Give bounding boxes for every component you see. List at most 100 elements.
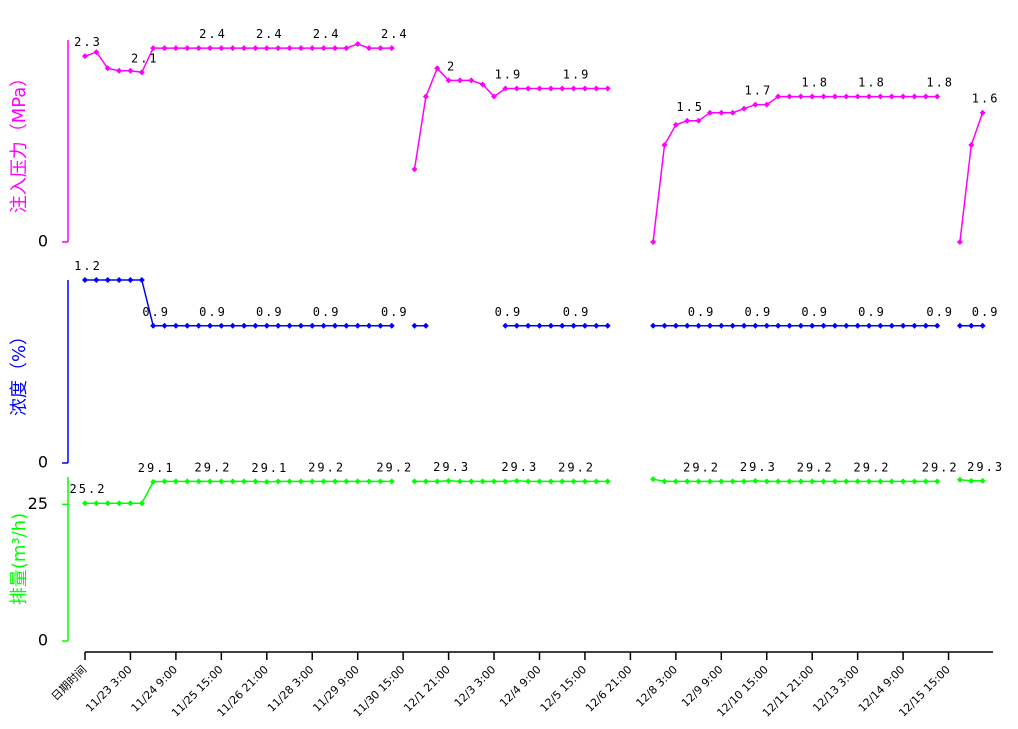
point: [979, 477, 986, 484]
point: [661, 322, 668, 329]
point: [150, 45, 157, 52]
value-label: 0.9: [745, 305, 773, 319]
point: [218, 322, 225, 329]
point: [320, 45, 327, 52]
point: [195, 322, 202, 329]
y-axis-title: 排量(m³/h): [9, 513, 30, 605]
point: [775, 478, 782, 485]
point: [797, 478, 804, 485]
point: [241, 478, 248, 485]
point: [331, 45, 338, 52]
x-tick-label: 12/9 9:00: [679, 663, 726, 710]
value-label: 0.9: [313, 305, 341, 319]
point: [956, 476, 963, 483]
value-label: 0.9: [926, 305, 954, 319]
point: [956, 322, 963, 329]
x-tick-label: 11/28 3:00: [265, 663, 317, 715]
value-label: 0.9: [688, 305, 716, 319]
point: [127, 277, 134, 283]
point: [911, 478, 918, 485]
point: [513, 85, 520, 92]
point: [502, 478, 509, 485]
point: [741, 322, 748, 329]
point: [491, 478, 498, 485]
point: [502, 322, 509, 329]
point: [718, 478, 725, 485]
point: [513, 322, 520, 329]
point: [831, 478, 838, 485]
value-label: 0.9: [199, 305, 227, 319]
point: [786, 478, 793, 485]
point: [706, 322, 713, 329]
point: [559, 322, 566, 329]
point: [820, 322, 827, 329]
point: [445, 77, 452, 84]
point: [93, 500, 100, 507]
point: [286, 45, 293, 52]
point: [229, 45, 236, 52]
point: [922, 322, 929, 329]
point: [434, 65, 441, 72]
point: [138, 500, 145, 507]
value-label: 1.9: [495, 67, 523, 81]
point: [82, 277, 88, 283]
point: [786, 93, 793, 100]
point: [809, 322, 816, 329]
point: [672, 322, 679, 329]
point: [184, 45, 191, 52]
point: [229, 322, 236, 329]
value-label: 25.2: [70, 482, 107, 496]
x-tick-label: 12/4 9:00: [497, 663, 544, 710]
point: [820, 93, 827, 100]
point: [877, 322, 884, 329]
x-tick-label: 12/3 3:00: [452, 663, 499, 710]
value-label: 1.8: [926, 76, 954, 90]
point: [570, 478, 577, 485]
point: [956, 239, 963, 245]
value-label: 29.2: [376, 460, 413, 474]
value-label: 1.5: [676, 100, 704, 114]
point: [547, 322, 554, 329]
point: [422, 93, 429, 100]
point: [729, 109, 736, 116]
point: [82, 53, 88, 60]
point: [729, 322, 736, 329]
point: [468, 77, 475, 84]
point: [275, 322, 282, 329]
point: [809, 478, 816, 485]
point: [377, 322, 384, 329]
point: [343, 478, 350, 485]
point: [820, 478, 827, 485]
point: [672, 478, 679, 485]
value-label: 1.6: [972, 92, 1000, 106]
value-label: 0.9: [972, 305, 1000, 319]
point: [218, 45, 225, 52]
point: [286, 322, 293, 329]
point: [252, 45, 259, 52]
point: [763, 322, 770, 329]
point: [161, 478, 168, 485]
y-tick-label: 0: [38, 232, 48, 251]
point: [104, 65, 111, 72]
point: [161, 45, 168, 52]
value-label: 2.4: [381, 27, 409, 41]
point: [968, 142, 975, 149]
point: [525, 322, 532, 329]
point: [797, 322, 804, 329]
point: [229, 478, 236, 485]
point: [366, 45, 373, 52]
point: [388, 478, 395, 485]
x-tick-label: 12/13 3:00: [810, 663, 862, 715]
x-tick-label: 12/8 3:00: [633, 663, 680, 710]
point: [877, 478, 884, 485]
point: [672, 121, 679, 128]
point: [116, 500, 123, 507]
value-label: 2.4: [199, 27, 227, 41]
point: [854, 93, 861, 100]
point: [263, 478, 270, 485]
point: [445, 477, 452, 484]
series-line: [84, 43, 984, 243]
point: [479, 478, 486, 485]
point: [502, 85, 509, 92]
